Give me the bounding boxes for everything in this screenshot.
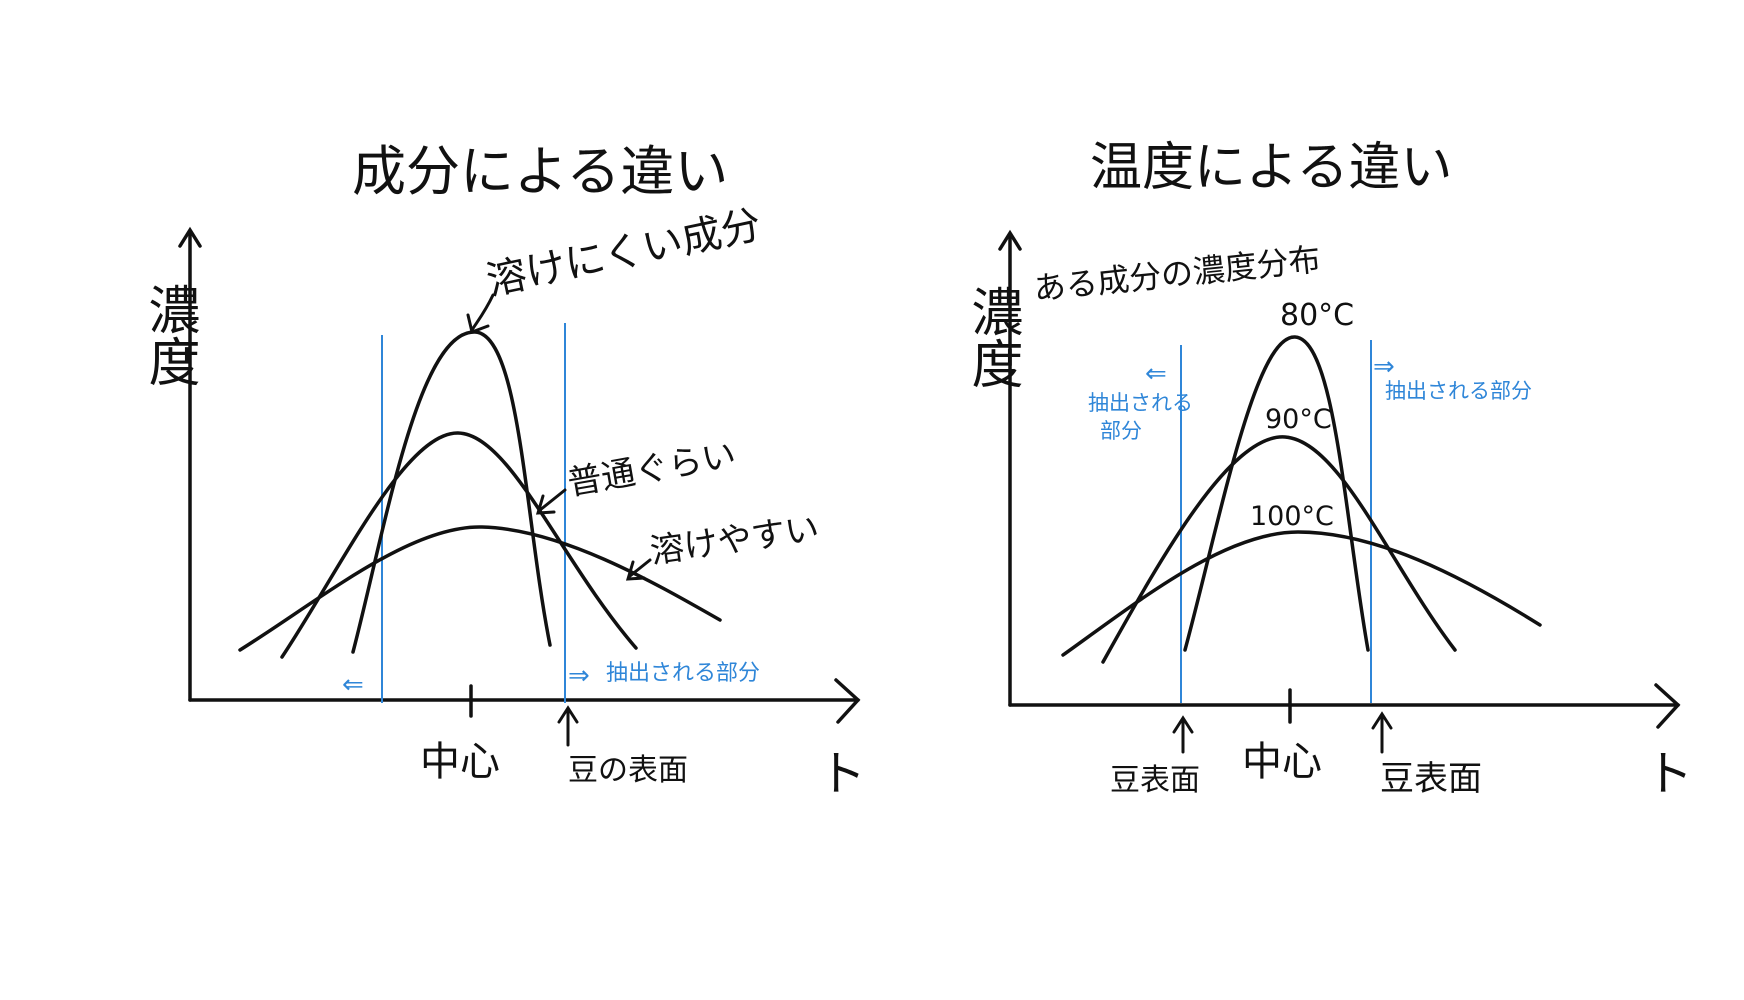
right-curve-100c (1061, 530, 1542, 657)
right-surface-arrow-right (1371, 711, 1393, 754)
left-curve-label-arrows (466, 293, 652, 581)
right-curves (1061, 335, 1542, 664)
left-y-axis-label: 濃度 (95, 283, 199, 386)
right-extract-arrow-left: ⇐ (1145, 359, 1167, 389)
left-extract-arrow-right: ⇒ (568, 661, 590, 691)
right-label-90c: 90°C (1265, 404, 1332, 435)
left-curve-easy-to-dissolve (238, 525, 722, 652)
right-title: 温度による違い (1090, 138, 1452, 198)
right-diagram: 温度による違い ある成分の濃度分布 濃度 ト 中心 豆表面 豆表面 ⇐ 抽出され… (918, 138, 1693, 802)
right-axes (998, 229, 1681, 754)
right-x-axis-end-label: ト (1645, 746, 1693, 802)
right-extract-label-left-line1: 抽出される (1088, 391, 1193, 415)
left-surface-arrow (557, 705, 579, 747)
left-normal-arrow (535, 488, 567, 515)
left-x-axis-arrowhead (834, 678, 861, 724)
left-diagram: 成分による違い 濃度 ト 中心 豆の表面 ⇐ ⇒ 抽出される部分 (95, 140, 866, 802)
right-curve-80c (1183, 335, 1370, 652)
left-x-axis-end-label: ト (818, 746, 866, 802)
right-extract-arrow-right: ⇒ (1373, 352, 1395, 382)
right-y-axis-label: 濃度 (918, 285, 1022, 388)
right-label-100c: 100°C (1250, 501, 1334, 532)
left-curves (238, 330, 722, 659)
left-axes (178, 226, 861, 747)
left-title: 成分による違い (352, 140, 728, 203)
right-y-axis-label-text: 濃度 (918, 285, 1022, 388)
right-x-axis-arrowhead (1654, 683, 1681, 729)
left-center-label: 中心 (420, 739, 500, 785)
left-label-normal: 普通ぐらい (565, 435, 739, 504)
left-surface-label: 豆の表面 (568, 753, 688, 788)
right-y-axis-arrowhead (998, 229, 1022, 251)
left-extract-arrow-left: ⇐ (342, 670, 364, 700)
left-y-axis-label-text: 濃度 (95, 283, 199, 386)
right-curve-90c (1101, 435, 1457, 664)
right-extract-label-left-line2: 部分 (1100, 419, 1142, 443)
right-subtitle: ある成分の濃度分布 (1032, 240, 1322, 308)
left-extraction-boundaries (381, 323, 566, 703)
left-easy-arrow (625, 558, 652, 581)
left-label-hard: 溶けにくい成分 (483, 202, 766, 305)
right-extract-label-right: 抽出される部分 (1385, 379, 1532, 403)
left-extract-label: 抽出される部分 (606, 661, 760, 686)
left-curve-normal (280, 431, 638, 659)
left-y-axis-arrowhead (178, 226, 202, 248)
right-label-80c: 80°C (1280, 298, 1354, 333)
right-surface-label-right: 豆表面 (1380, 759, 1482, 799)
right-surface-arrow-left (1172, 715, 1194, 754)
right-center-label: 中心 (1242, 739, 1322, 785)
left-label-easy: 溶けやすい (648, 509, 822, 572)
left-hard-arrow (466, 293, 495, 335)
right-surface-label-left: 豆表面 (1110, 763, 1200, 798)
